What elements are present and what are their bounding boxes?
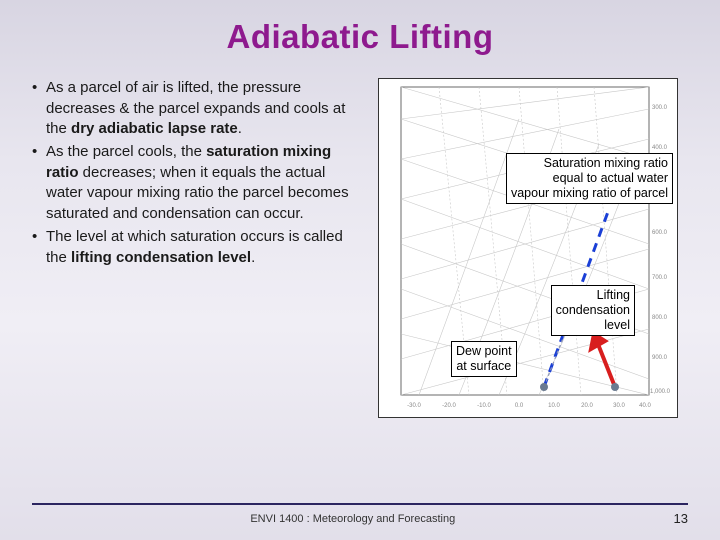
- svg-text:700.0: 700.0: [652, 275, 668, 281]
- svg-text:800.0: 800.0: [652, 315, 668, 321]
- slide-title: Adiabatic Lifting: [32, 18, 688, 56]
- annotation-a1-l2: equal to actual water: [553, 171, 668, 185]
- page-number: 13: [674, 511, 688, 526]
- annotation-a1-l3: vapour mixing ratio of parcel: [511, 186, 668, 200]
- annotation-a2-l2: condensation: [556, 303, 630, 317]
- svg-text:20.0: 20.0: [581, 403, 593, 409]
- svg-text:10.0: 10.0: [548, 403, 560, 409]
- annotation-a1-l1: Saturation mixing ratio: [544, 156, 668, 170]
- svg-text:400.0: 400.0: [652, 145, 668, 151]
- svg-text:-10.0: -10.0: [477, 403, 491, 409]
- bullet-list: As a parcel of air is lifted, the pressu…: [32, 78, 362, 418]
- svg-text:-20.0: -20.0: [442, 403, 456, 409]
- annotation-saturation-ratio: Saturation mixing ratio equal to actual …: [506, 153, 673, 204]
- annotation-a3-l1: Dew point: [456, 344, 512, 358]
- footer-text: ENVI 1400 : Meteorology and Forecasting: [32, 513, 674, 525]
- bullet-2: As the parcel cools, the saturation mixi…: [32, 142, 362, 225]
- svg-text:1,000.0: 1,000.0: [650, 389, 671, 395]
- bullet-1-suffix: .: [238, 120, 242, 137]
- svg-text:40.0: 40.0: [639, 403, 651, 409]
- bullet-3-suffix: .: [251, 249, 255, 266]
- svg-text:300.0: 300.0: [652, 105, 668, 111]
- bullet-2-suffix: decreases; when it equals the actual wat…: [46, 164, 349, 222]
- annotation-a3-l2: at surface: [456, 359, 511, 373]
- annotation-a2-l1: Lifting: [597, 288, 630, 302]
- bullet-3-bold: lifting condensation level: [71, 249, 251, 266]
- annotation-a2-l3: level: [604, 318, 630, 332]
- tephigram-diagram: 300.0 400.0 500.0 600.0 700.0 800.0 900.…: [378, 78, 678, 418]
- annotation-lcl: Lifting condensation level: [551, 285, 635, 336]
- svg-text:900.0: 900.0: [652, 355, 668, 361]
- svg-text:600.0: 600.0: [652, 230, 668, 236]
- svg-text:30.0: 30.0: [613, 403, 625, 409]
- bullet-2-prefix: As the parcel cools, the: [46, 143, 206, 160]
- slide-footer: ENVI 1400 : Meteorology and Forecasting …: [32, 503, 688, 526]
- bullet-1: As a parcel of air is lifted, the pressu…: [32, 78, 362, 140]
- bullet-1-bold: dry adiabatic lapse rate: [71, 120, 238, 137]
- annotation-dewpoint: Dew point at surface: [451, 341, 517, 377]
- svg-text:-30.0: -30.0: [407, 403, 421, 409]
- svg-text:0.0: 0.0: [515, 403, 524, 409]
- bullet-3: The level at which saturation occurs is …: [32, 227, 362, 268]
